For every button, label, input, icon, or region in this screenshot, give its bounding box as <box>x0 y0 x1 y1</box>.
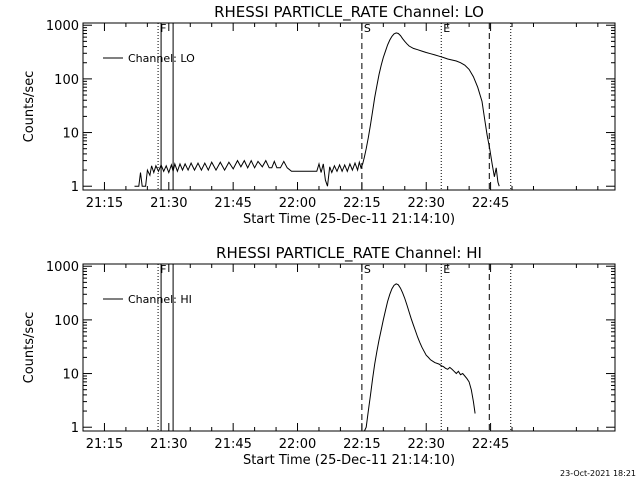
x-tick-label: 22:45 <box>472 437 509 452</box>
x-tick-label: 22:15 <box>343 196 380 211</box>
time-marker-label: F <box>160 263 166 276</box>
y-tick-label: 1000 <box>46 260 79 275</box>
chart-title: RHESSI PARTICLE_RATE Channel: LO <box>214 3 484 22</box>
chart-panel-2: RHESSI PARTICLE_RATE Channel: HI 21:15 21:… <box>22 244 616 468</box>
x-tick-label: 21:30 <box>150 437 187 452</box>
y-tick-label: 1 <box>71 421 79 436</box>
x-tick-label: 22:30 <box>407 196 444 211</box>
x-tick-label: 21:45 <box>214 196 251 211</box>
y-axis-label: Counts/sec <box>22 71 37 143</box>
legend-label: Channel: LO <box>128 52 195 65</box>
chart-panel-1: RHESSI PARTICLE_RATE Channel: LO 21:15 21:… <box>22 3 616 227</box>
x-tick-label: 22:45 <box>472 196 509 211</box>
time-marker-label: S <box>364 22 371 35</box>
x-tick-label: 22:30 <box>407 437 444 452</box>
time-marker-label: S <box>364 263 371 276</box>
x-tick-label: 21:45 <box>214 437 251 452</box>
x-tick-label: 22:15 <box>343 437 380 452</box>
y-tick-label: 1000 <box>46 19 79 34</box>
chart-title: RHESSI PARTICLE_RATE Channel: HI <box>216 244 482 263</box>
time-marker-label: E <box>443 263 450 276</box>
series-line <box>134 32 500 187</box>
x-tick-label: 22:00 <box>279 437 316 452</box>
y-tick-label: 1 <box>71 180 79 195</box>
x-axis-label: Start Time (25-Dec-11 21:14:10) <box>243 212 455 227</box>
time-marker-label: E <box>443 22 450 35</box>
x-tick-label: 21:15 <box>86 196 123 211</box>
time-marker-label: F <box>160 22 166 35</box>
x-tick-label: 21:15 <box>86 437 123 452</box>
y-tick-label: 100 <box>54 73 79 88</box>
series-line <box>363 283 476 432</box>
x-tick-label: 21:30 <box>150 196 187 211</box>
x-tick-label: 22:00 <box>279 196 316 211</box>
legend-label: Channel: HI <box>128 293 192 306</box>
y-tick-label: 10 <box>62 127 79 142</box>
footer-timestamp: 23-Oct-2021 18:21 <box>560 469 636 478</box>
plot-frame <box>82 22 616 191</box>
plot-frame <box>82 263 616 432</box>
y-axis-label: Counts/sec <box>22 312 37 384</box>
y-tick-label: 10 <box>62 368 79 383</box>
y-tick-label: 100 <box>54 314 79 329</box>
x-axis-label: Start Time (25-Dec-11 21:14:10) <box>243 453 455 468</box>
